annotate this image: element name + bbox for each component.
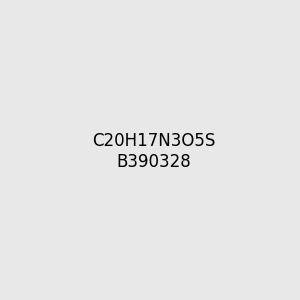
Text: C20H17N3O5S
B390328: C20H17N3O5S B390328 [92, 132, 215, 171]
